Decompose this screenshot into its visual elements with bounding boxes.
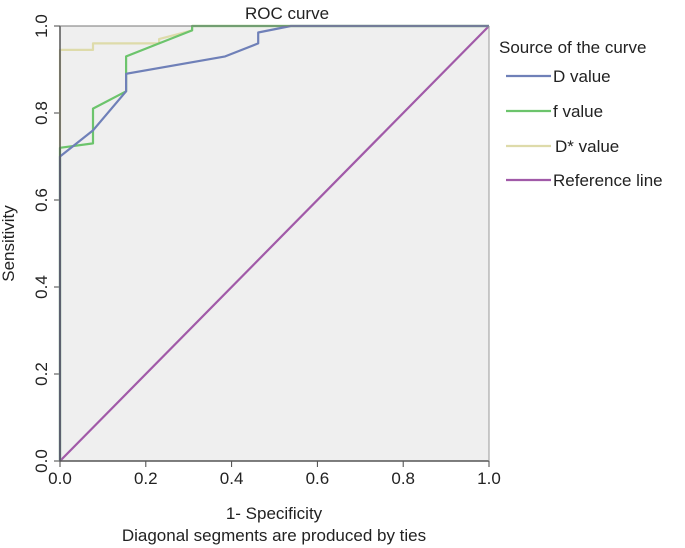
axis-ticks: 0.0 0.2 0.4 0.6 0.8 1.0 0.0 0.2 0.4 0.6 0.8 1.0 — [32, 14, 501, 488]
x-axis-title: 1- Specificity — [226, 504, 323, 523]
legend: D value f value D* value Reference line — [506, 67, 663, 190]
y-tick-label: 0.0 — [32, 449, 51, 473]
axes — [59, 25, 490, 462]
legend-label: D* value — [555, 137, 619, 156]
x-tick-label: 1.0 — [477, 469, 501, 488]
chart-title: ROC curve — [245, 4, 329, 23]
x-tick-label: 0.4 — [220, 469, 244, 488]
series-line-reference-line — [59, 25, 490, 462]
legend-label: Reference line — [553, 171, 663, 190]
y-axis-title: Sensitivity — [0, 205, 18, 282]
y-tick-label: 1.0 — [32, 14, 51, 38]
y-tick-label: 0.4 — [32, 275, 51, 299]
y-tick-label: 0.2 — [32, 362, 51, 386]
footnote: Diagonal segments are produced by ties — [122, 526, 426, 545]
x-tick-label: 0.0 — [48, 469, 72, 488]
x-tick-label: 0.8 — [391, 469, 415, 488]
y-tick-label: 0.6 — [32, 188, 51, 212]
y-tick-label: 0.8 — [32, 101, 51, 125]
series-line-d-value — [58, 24, 489, 461]
x-tick-label: 0.2 — [134, 469, 158, 488]
legend-label: f value — [553, 102, 603, 121]
x-tick-label: 0.6 — [306, 469, 330, 488]
legend-label: D value — [553, 67, 611, 86]
legend-title: Source of the curve — [499, 38, 646, 57]
series-lines — [58, 24, 490, 462]
